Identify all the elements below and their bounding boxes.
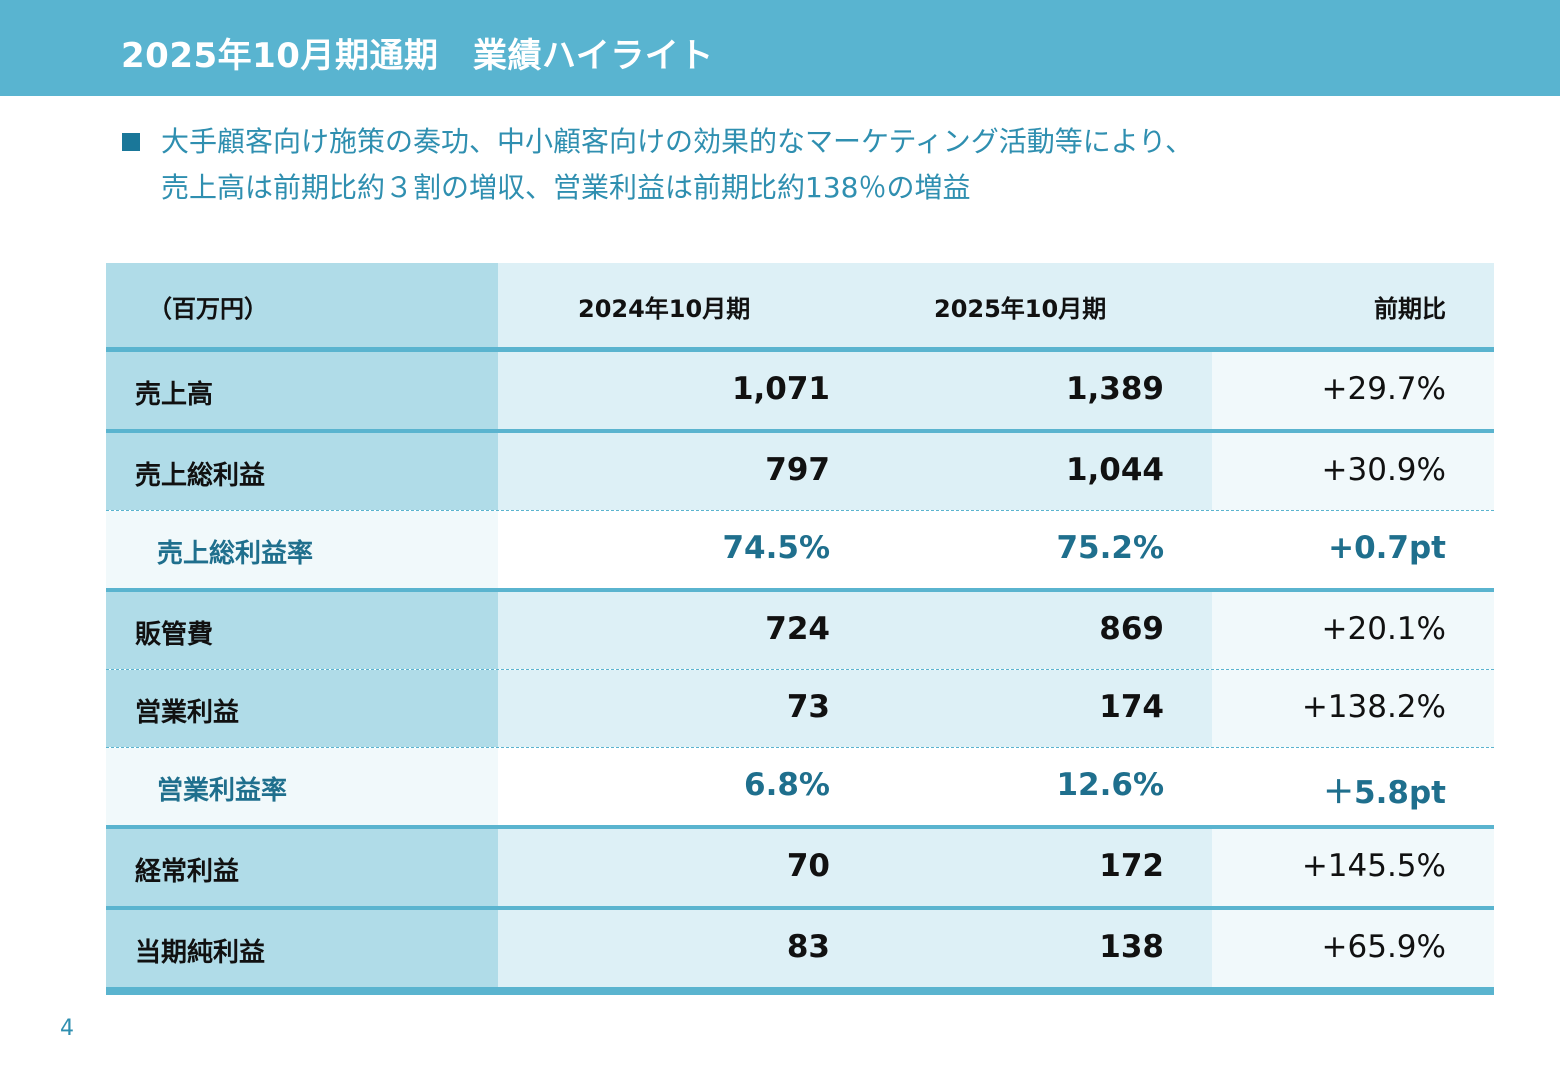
value-2024: 724: [765, 611, 830, 647]
row-label-cell: 当期純利益: [106, 910, 498, 987]
value-2025: 172: [1099, 848, 1164, 884]
value-2024-cell: 6.8%: [498, 748, 854, 825]
value-2025-cell: 1,044: [854, 433, 1212, 510]
row-label-cell: 販管費: [106, 592, 498, 669]
value-2025-cell: 172: [854, 829, 1212, 906]
change-cell: +138.2%: [1212, 670, 1494, 747]
change-cell: +145.5%: [1212, 829, 1494, 906]
row-label-cell: 経常利益: [106, 829, 498, 906]
row-label-cell: 売上総利益率: [106, 511, 498, 588]
table-row-operating-profit: 営業利益 73 174 +138.2%: [106, 670, 1494, 748]
value-2024-cell: 797: [498, 433, 854, 510]
value-2024: 1,071: [731, 371, 830, 407]
table-row-gross-margin: 売上総利益率 74.5% 75.2% +0.7pt: [106, 511, 1494, 592]
value-2025: 12.6%: [1056, 767, 1164, 803]
value-2025-cell: 138: [854, 910, 1212, 987]
row-label-cell: 営業利益: [106, 670, 498, 747]
value-2024: 797: [765, 452, 830, 488]
value-2024-cell: 1,071: [498, 352, 854, 429]
value-2025: 1,389: [1065, 371, 1164, 407]
row-label: 販管費: [135, 620, 214, 650]
page-number: 4: [60, 1016, 74, 1041]
value-2025: 1,044: [1065, 452, 1164, 488]
change-value: +0.7pt: [1328, 530, 1446, 566]
value-2025: 138: [1099, 929, 1164, 965]
value-2025-cell: 869: [854, 592, 1212, 669]
summary-line-2: 売上高は前期比約３割の増収、営業利益は前期比約138％の増益: [161, 171, 971, 204]
value-2024: 74.5%: [722, 530, 830, 566]
value-2024: 6.8%: [744, 767, 830, 803]
change-value: ＋5.8pt: [1323, 775, 1446, 811]
change-cell: +30.9%: [1212, 433, 1494, 510]
table-row-gross-profit: 売上総利益 797 1,044 +30.9%: [106, 433, 1494, 511]
value-2024-cell: 83: [498, 910, 854, 987]
change-cell: +20.1%: [1212, 592, 1494, 669]
row-label-cell: 売上総利益: [106, 433, 498, 510]
results-table: （百万円） 2024年10月期 2025年10月期 前期比 売上高 1,071 …: [106, 263, 1494, 995]
table-row-sga: 販管費 724 869 +20.1%: [106, 592, 1494, 670]
value-2024-cell: 70: [498, 829, 854, 906]
row-label-cell: 売上高: [106, 352, 498, 429]
row-label: 営業利益率: [157, 776, 288, 806]
table-row-net-income: 当期純利益 83 138 +65.9%: [106, 910, 1494, 995]
row-label: 当期純利益: [135, 938, 266, 968]
change-value: +65.9%: [1321, 929, 1446, 965]
page-title: 2025年10月期通期 業績ハイライト: [121, 36, 714, 76]
value-2025: 869: [1099, 611, 1164, 647]
summary-line-1: 大手顧客向け施策の奏功、中小顧客向けの効果的なマーケティング活動等により、: [161, 125, 1194, 158]
change-cell: +0.7pt: [1212, 511, 1494, 588]
change-cell: +65.9%: [1212, 910, 1494, 987]
value-2025: 174: [1099, 689, 1164, 725]
change-cell: ＋5.8pt: [1212, 748, 1494, 825]
change-value: +20.1%: [1321, 611, 1446, 647]
change-value: +30.9%: [1321, 452, 1446, 488]
change-cell: +29.7%: [1212, 352, 1494, 429]
header-unit: （百万円）: [148, 295, 268, 323]
value-2024-cell: 724: [498, 592, 854, 669]
row-label-cell: 営業利益率: [106, 748, 498, 825]
table-row-revenue: 売上高 1,071 1,389 +29.7%: [106, 352, 1494, 433]
bullet-square-icon: [122, 133, 140, 151]
value-2024-cell: 73: [498, 670, 854, 747]
value-2025-cell: 75.2%: [854, 511, 1212, 588]
value-2024: 70: [786, 848, 830, 884]
table-row-ordinary-profit: 経常利益 70 172 +145.5%: [106, 829, 1494, 910]
header-col-2025: 2025年10月期: [854, 263, 1212, 347]
table-header-row: （百万円） 2024年10月期 2025年10月期 前期比: [106, 263, 1494, 352]
table-row-operating-margin: 営業利益率 6.8% 12.6% ＋5.8pt: [106, 748, 1494, 829]
header-col-change: 前期比: [1212, 263, 1494, 347]
row-label: 売上高: [135, 380, 214, 410]
row-label: 経常利益: [135, 857, 240, 887]
header-unit-cell: （百万円）: [106, 263, 498, 347]
value-2024: 73: [786, 689, 830, 725]
header-change-label: 前期比: [1374, 295, 1446, 323]
row-label: 売上総利益率: [157, 539, 314, 569]
header-2025-label: 2025年10月期: [934, 295, 1107, 323]
change-value: +29.7%: [1321, 371, 1446, 407]
value-2025-cell: 1,389: [854, 352, 1212, 429]
change-value: +145.5%: [1301, 848, 1446, 884]
value-2025: 75.2%: [1056, 530, 1164, 566]
value-2025-cell: 174: [854, 670, 1212, 747]
row-label: 売上総利益: [135, 461, 266, 491]
header-col-2024: 2024年10月期: [498, 263, 854, 347]
value-2024-cell: 74.5%: [498, 511, 854, 588]
header-2024-label: 2024年10月期: [578, 295, 751, 323]
change-value: +138.2%: [1301, 689, 1446, 725]
value-2024: 83: [786, 929, 830, 965]
row-label: 営業利益: [135, 698, 240, 728]
value-2025-cell: 12.6%: [854, 748, 1212, 825]
title-bar: 2025年10月期通期 業績ハイライト: [0, 0, 1560, 96]
